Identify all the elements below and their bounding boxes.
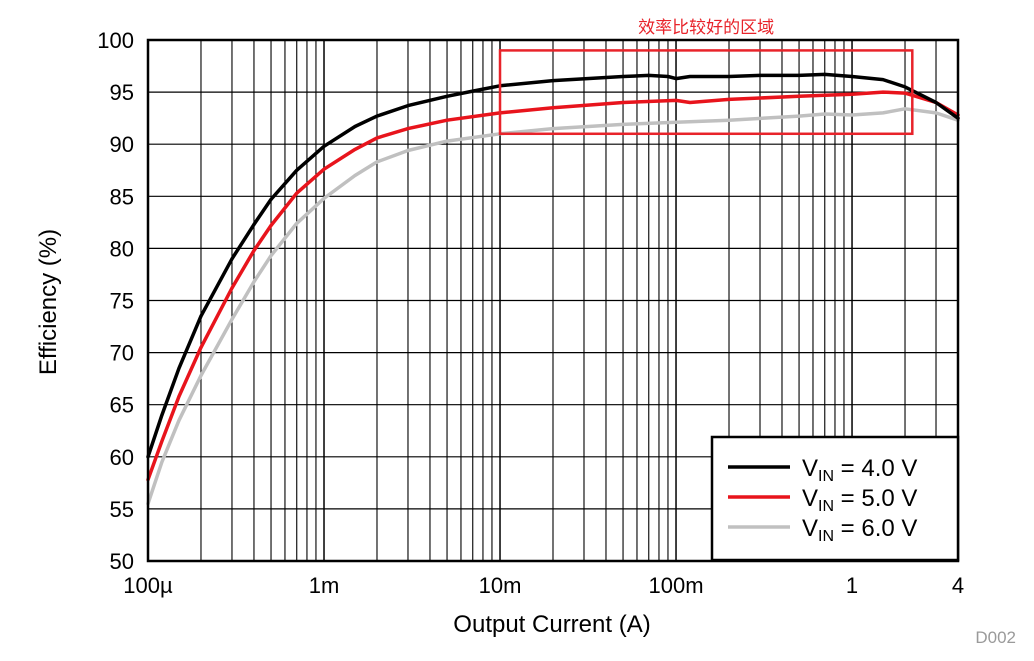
- y-tick-label: 65: [110, 393, 134, 418]
- y-tick-label: 75: [110, 289, 134, 314]
- y-tick-label: 100: [97, 28, 134, 53]
- x-tick-label: 100m: [649, 573, 704, 598]
- legend-label-5v: VIN = 5.0 V: [802, 485, 917, 515]
- x-tick-label: 100µ: [123, 573, 173, 598]
- y-tick-label: 70: [110, 341, 134, 366]
- y-tick-label: 80: [110, 236, 134, 261]
- x-tick-label: 1m: [309, 573, 340, 598]
- y-tick-label: 50: [110, 549, 134, 574]
- series-line-2: [146, 107, 960, 506]
- x-tick-label: 1: [846, 573, 858, 598]
- efficiency-region-annotation: 效率比较好的区域: [498, 18, 914, 136]
- series-line-0: [146, 72, 960, 459]
- annotation-box: [498, 49, 914, 136]
- plot-frame: [146, 38, 960, 563]
- legend-label-4v: VIN = 4.0 V: [802, 455, 917, 485]
- x-axis-title: Output Current (A): [453, 611, 650, 638]
- figure-id: D002: [975, 628, 1016, 647]
- x-tick-labels: 100µ 1m 10m 100m 1 4: [123, 573, 964, 598]
- y-axis-title: Efficiency (%): [35, 229, 62, 375]
- annotation-label: 效率比较好的区域: [638, 18, 774, 38]
- series-line-1: [146, 90, 960, 482]
- y-tick-label: 85: [110, 184, 134, 209]
- y-tick-label: 55: [110, 497, 134, 522]
- y-tick-label: 60: [110, 445, 134, 470]
- series-lines: [146, 72, 960, 506]
- y-tick-labels: 50 55 60 65 70 75 80 85 90 95 100: [97, 28, 134, 574]
- x-tick-label: 10m: [479, 573, 522, 598]
- y-tick-label: 90: [110, 132, 134, 157]
- y-tick-label: 95: [110, 80, 134, 105]
- x-tick-label: 4: [952, 573, 964, 598]
- legend-label-6v: VIN = 6.0 V: [802, 515, 917, 545]
- legend: VIN = 4.0 V VIN = 5.0 V VIN = 6.0 V: [710, 435, 960, 562]
